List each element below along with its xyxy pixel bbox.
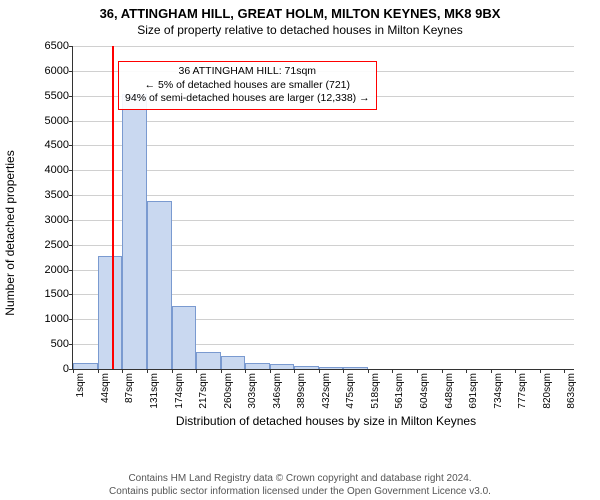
plot-area: 0500100015002000250030003500400045005000…: [72, 46, 574, 370]
annotation-line: ← 5% of detached houses are smaller (721…: [125, 79, 370, 93]
gridline-h: [73, 170, 574, 171]
y-axis-label: Number of detached properties: [3, 150, 17, 315]
chart-area: Number of detached properties 0500100015…: [28, 46, 580, 420]
xtick-label: 820sqm: [542, 373, 553, 409]
ytick-label: 1500: [45, 288, 73, 300]
xtick-label: 604sqm: [419, 373, 430, 409]
xtick-mark: [343, 369, 344, 373]
xtick-mark: [147, 369, 148, 373]
xtick-label: 389sqm: [296, 373, 307, 409]
xtick-mark: [294, 369, 295, 373]
xtick-label: 346sqm: [272, 373, 283, 409]
ytick-label: 5500: [45, 90, 73, 102]
histogram-bar: [122, 94, 147, 369]
xtick-mark: [368, 369, 369, 373]
xtick-label: 518sqm: [370, 373, 381, 409]
xtick-label: 217sqm: [198, 373, 209, 409]
histogram-bar: [294, 366, 319, 369]
ytick-label: 1000: [45, 313, 73, 325]
ytick-label: 0: [63, 363, 73, 375]
gridline-h: [73, 145, 574, 146]
xtick-mark: [73, 369, 74, 373]
ytick-label: 500: [51, 338, 73, 350]
xtick-mark: [122, 369, 123, 373]
xtick-label: 131sqm: [149, 373, 160, 409]
xtick-label: 648sqm: [444, 373, 455, 409]
xtick-label: 44sqm: [100, 373, 111, 403]
xtick-mark: [245, 369, 246, 373]
histogram-bar: [343, 367, 368, 369]
x-axis-label: Distribution of detached houses by size …: [72, 414, 580, 428]
xtick-mark: [172, 369, 173, 373]
histogram-bar: [270, 364, 295, 369]
xtick-mark: [196, 369, 197, 373]
xtick-label: 777sqm: [517, 373, 528, 409]
xtick-mark: [540, 369, 541, 373]
reference-line: [112, 46, 114, 369]
title-line-2: Size of property relative to detached ho…: [0, 23, 600, 37]
xtick-label: 691sqm: [468, 373, 479, 409]
xtick-label: 303sqm: [247, 373, 258, 409]
xtick-label: 87sqm: [124, 373, 135, 403]
ytick-label: 4000: [45, 164, 73, 176]
xtick-label: 561sqm: [394, 373, 405, 409]
ytick-label: 5000: [45, 115, 73, 127]
ytick-label: 3500: [45, 189, 73, 201]
ytick-label: 4500: [45, 139, 73, 151]
ytick-label: 2000: [45, 264, 73, 276]
xtick-label: 863sqm: [566, 373, 577, 409]
title-block: 36, ATTINGHAM HILL, GREAT HOLM, MILTON K…: [0, 0, 600, 37]
xtick-mark: [319, 369, 320, 373]
xtick-label: 432sqm: [321, 373, 332, 409]
xtick-mark: [417, 369, 418, 373]
xtick-label: 1sqm: [75, 373, 86, 397]
xtick-mark: [442, 369, 443, 373]
xtick-label: 475sqm: [345, 373, 356, 409]
histogram-bar: [172, 306, 197, 369]
gridline-h: [73, 195, 574, 196]
xtick-label: 734sqm: [493, 373, 504, 409]
footer-line-1: Contains HM Land Registry data © Crown c…: [0, 473, 600, 486]
ytick-label: 6000: [45, 65, 73, 77]
histogram-bar: [147, 201, 172, 369]
histogram-bar: [73, 363, 98, 369]
xtick-label: 260sqm: [223, 373, 234, 409]
xtick-mark: [270, 369, 271, 373]
footer-line-2: Contains public sector information licen…: [0, 486, 600, 499]
histogram-bar: [196, 352, 221, 369]
title-line-1: 36, ATTINGHAM HILL, GREAT HOLM, MILTON K…: [0, 6, 600, 21]
histogram-bar: [319, 367, 344, 369]
histogram-bar: [221, 356, 246, 369]
histogram-bar: [98, 256, 123, 369]
xtick-mark: [221, 369, 222, 373]
histogram-bar: [245, 363, 270, 369]
xtick-label: 174sqm: [174, 373, 185, 409]
ytick-label: 6500: [45, 40, 73, 52]
annotation-line: 36 ATTINGHAM HILL: 71sqm: [125, 65, 370, 79]
ytick-label: 2500: [45, 239, 73, 251]
xtick-mark: [98, 369, 99, 373]
annotation-box: 36 ATTINGHAM HILL: 71sqm← 5% of detached…: [118, 61, 377, 110]
gridline-h: [73, 121, 574, 122]
xtick-mark: [491, 369, 492, 373]
footer-attribution: Contains HM Land Registry data © Crown c…: [0, 473, 600, 498]
annotation-line: 94% of semi-detached houses are larger (…: [125, 92, 370, 106]
ytick-label: 3000: [45, 214, 73, 226]
gridline-h: [73, 46, 574, 47]
